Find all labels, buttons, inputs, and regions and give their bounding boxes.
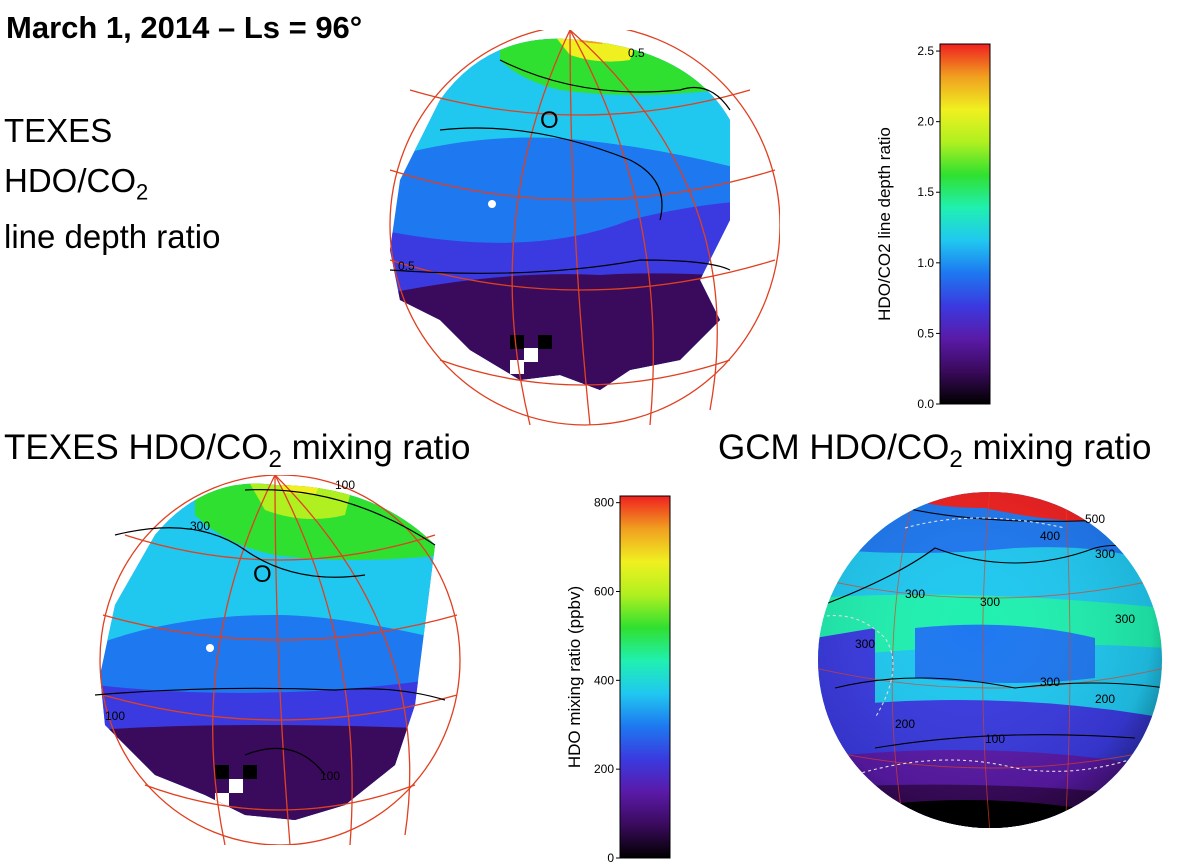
colorbar-tick-label: 0.0 [917, 397, 934, 411]
colorbar-tick-label: 600 [594, 584, 614, 598]
panel-a-label-hdo: HDO/CO [4, 162, 136, 199]
panel-c-title: GCM HDO/CO2 mixing ratio [718, 428, 1151, 474]
panel-c-title-prefix: GCM HDO/CO [718, 428, 950, 467]
globe-b-contour-label: 300 [190, 519, 210, 533]
colorbar-tick-label: 1.5 [917, 185, 934, 199]
panel-c-title-suffix: mixing ratio [962, 428, 1152, 467]
globe-c-contour-label: 300 [980, 595, 1000, 609]
colorbar-tick-label: 800 [594, 496, 614, 510]
globe-c-contour-label: 300 [1115, 612, 1135, 626]
globe-a-marker: O [540, 107, 559, 134]
globe-c-contour-label: 100 [985, 732, 1005, 746]
globe-c-contour-label: 200 [895, 717, 915, 731]
colorbar-title: HDO/CO2 line depth ratio [875, 127, 894, 321]
colorbar-title: HDO mixing ratio (ppbv) [565, 586, 584, 768]
colorbar-gradient [619, 495, 671, 859]
panel-b-title-suffix: mixing ratio [281, 428, 471, 467]
globe-c-contour-label: 400 [1040, 529, 1060, 543]
colorbar-line-depth: 0.0 0.5 1.0 1.5 2.0 2.5 HDO/CO2 line depth rat… [875, 43, 991, 411]
globe-a-contours [389, 59, 731, 274]
panel-a-label-sub: 2 [136, 179, 149, 205]
globe-b-contour-label: 100 [105, 709, 125, 723]
panel-a-label-line2: HDO/CO2 [4, 162, 148, 206]
panel-a-label-line3: line depth ratio [4, 218, 221, 255]
globe-a-site-dot [488, 200, 496, 208]
globe-c-grid [818, 492, 1162, 828]
colorbar-tick-label: 0 [607, 851, 614, 864]
globe-b-contour-label: 100 [335, 478, 355, 492]
globe-a-grid [389, 30, 780, 426]
globe-c-contour-label: 200 [1095, 692, 1115, 706]
panel-b-title-prefix: TEXES HDO/CO [4, 428, 269, 467]
globe-c-shading [818, 492, 1162, 828]
globe-c-contour-label: 300 [905, 587, 925, 601]
globe-b-grid [99, 475, 461, 845]
panel-c-title-sub: 2 [949, 446, 963, 473]
globe-a-contour-label: 0.5 [398, 259, 415, 273]
globe-c-topography [818, 517, 1136, 779]
colorbar-tick-label: 1.0 [917, 256, 934, 270]
panel-a-label-line1: TEXES [4, 112, 113, 149]
colorbar-tick-label: 2.0 [917, 115, 934, 129]
panel-b-title: TEXES HDO/CO2 mixing ratio [4, 428, 471, 474]
globe-a-contour-label: 0.5 [628, 46, 645, 60]
panel-b-title-sub: 2 [268, 446, 282, 473]
globe-mixing-texes: 100 300 100 100 O [95, 475, 461, 845]
colorbar-tick-label: 400 [594, 673, 614, 687]
globe-b-contours [95, 489, 446, 776]
globe-b-contour-label: 100 [320, 769, 340, 783]
globe-b-site-dot [206, 644, 214, 652]
globe-line-depth: 0.5 0.5 O [389, 30, 780, 426]
colorbar-gradient [939, 43, 991, 405]
globe-b-marker: O [253, 561, 272, 588]
globe-c-contour-label: 300 [1095, 547, 1115, 561]
colorbar-tick-label: 2.5 [917, 44, 934, 58]
colorbar-tick-label: 200 [594, 762, 614, 776]
colorbar-mixing-ratio: 0 200 400 600 800 HDO mixing ratio (ppbv) [565, 495, 671, 864]
globe-gcm: 500 400 300 300 300 300 300 300 200 200 … [818, 492, 1162, 828]
globe-c-contour-label: 300 [855, 637, 875, 651]
colorbar-tick-label: 0.5 [917, 326, 934, 340]
globe-c-contour-label: 300 [1040, 675, 1060, 689]
figure-title: March 1, 2014 – Ls = 96° [6, 10, 363, 45]
globe-c-contour-label: 500 [1085, 512, 1105, 526]
